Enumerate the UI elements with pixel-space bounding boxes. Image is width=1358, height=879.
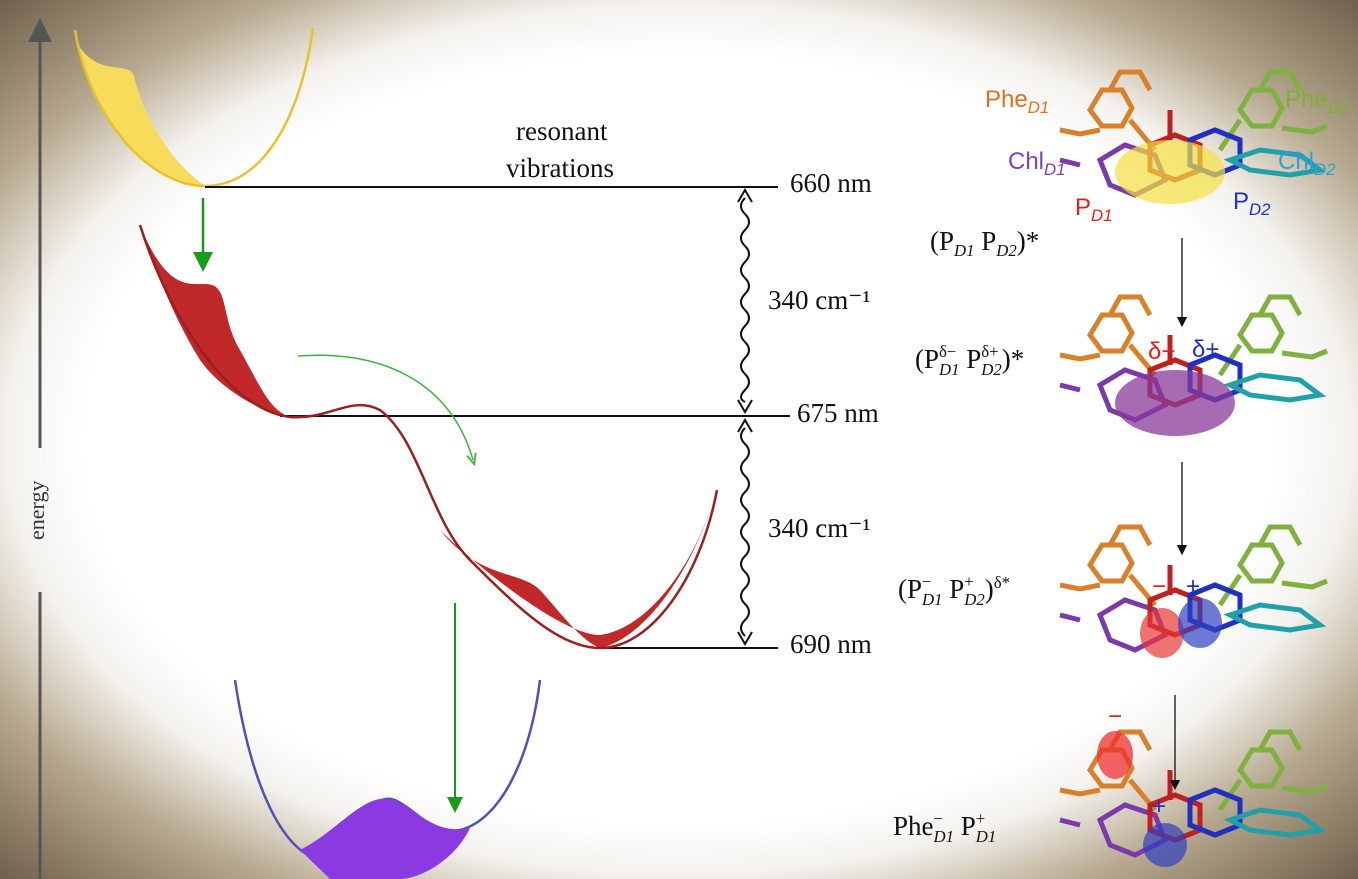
label-subscript: D1 — [1044, 160, 1065, 179]
diagram: energy resonant vibrations 660 nm 675 nm… — [0, 0, 1358, 879]
label-base: Chl — [1278, 148, 1314, 175]
potential-fill — [300, 798, 470, 879]
label-superscript: − — [934, 810, 954, 828]
level-label: 690 nm — [790, 631, 872, 658]
diagram-graphics — [0, 0, 1358, 879]
script-stack: δ+D2 — [981, 343, 1001, 378]
vibration-arrow — [741, 428, 749, 636]
state-label: (PD1 PD2)* — [930, 228, 1039, 260]
label-text: (P — [915, 344, 939, 374]
label-base: Chl — [1008, 148, 1044, 175]
label-superscript: + — [976, 810, 996, 828]
label-subscript: D2 — [1328, 98, 1349, 117]
annotation: vibrations — [506, 155, 614, 182]
label-superscript: − — [922, 573, 942, 591]
gap-label: 340 cm⁻¹ — [768, 287, 871, 314]
charge-label: δ− — [1148, 340, 1175, 364]
label-text: P — [974, 226, 996, 256]
transfer-arrow — [298, 355, 473, 460]
charge-label: − — [1108, 705, 1122, 729]
gap-label: 340 cm⁻¹ — [768, 515, 871, 542]
label-text: )* — [1017, 226, 1040, 256]
state-label: Phe−D1 P+D1 — [893, 812, 996, 845]
label-base: Phe — [985, 86, 1028, 113]
label-text: ) — [985, 574, 994, 604]
label-subscript: D2 — [996, 241, 1016, 260]
label-subscript: D1 — [939, 361, 959, 379]
label-base: P — [1075, 194, 1091, 221]
script-stack: +D1 — [976, 810, 996, 845]
label-base: Phe — [1285, 86, 1328, 113]
molecule-label: PD1 — [1075, 196, 1112, 225]
label-subscript: D1 — [1028, 98, 1049, 117]
label-superscript: δ− — [939, 343, 959, 361]
label-subscript: D2 — [1314, 160, 1335, 179]
potential-fill — [440, 490, 717, 648]
level-label: 675 nm — [797, 400, 879, 427]
label-text: P — [942, 574, 964, 604]
label-subscript: D1 — [954, 241, 974, 260]
charge-label: δ+ — [1192, 338, 1219, 362]
vibration-arrow — [741, 198, 749, 402]
label-subscript: D2 — [1249, 200, 1270, 219]
label-superscript: + — [964, 573, 984, 591]
axis-label: energy — [26, 481, 48, 540]
molecule-label: ChlD1 — [1008, 150, 1065, 179]
annotation: resonant — [516, 118, 607, 145]
charge-label: + — [1152, 795, 1166, 819]
potential-well — [140, 225, 717, 648]
axis-arrowhead — [28, 18, 52, 42]
state-label: (P−D1 P+D2)δ* — [898, 575, 1010, 608]
label-text: Phe — [893, 811, 934, 841]
molecule — [1060, 731, 1327, 867]
script-stack: δ−D1 — [939, 343, 959, 378]
label-text: P — [954, 811, 976, 841]
label-superscript: δ+ — [981, 343, 1001, 361]
label-text: P — [959, 344, 981, 374]
label-text: (P — [930, 226, 954, 256]
script-stack: −D1 — [922, 573, 942, 608]
label-text: (P — [898, 574, 922, 604]
level-label: 660 nm — [790, 170, 872, 197]
label-subscript: D2 — [981, 361, 1001, 379]
label-subscript: D2 — [964, 591, 984, 609]
label-subscript: D1 — [922, 591, 942, 609]
label-subscript: D1 — [976, 828, 996, 846]
molecule — [1060, 297, 1327, 436]
script-stack: +D2 — [964, 573, 984, 608]
charge-label: + — [1186, 575, 1200, 599]
molecule-label: ChlD2 — [1278, 150, 1335, 179]
script-stack: −D1 — [934, 810, 954, 845]
label-subscript: D1 — [934, 828, 954, 846]
potential-fill — [78, 45, 205, 186]
label-text: )* — [1002, 344, 1025, 374]
potential-fill — [140, 225, 290, 417]
molecule-label: PheD2 — [1285, 88, 1349, 117]
molecule-label: PD2 — [1233, 190, 1270, 219]
label-subscript: D1 — [1091, 206, 1112, 225]
molecule-label: PheD1 — [985, 88, 1049, 117]
label-base: P — [1233, 188, 1249, 215]
charge-label: − — [1152, 575, 1166, 599]
label-superscript: δ* — [994, 573, 1010, 592]
